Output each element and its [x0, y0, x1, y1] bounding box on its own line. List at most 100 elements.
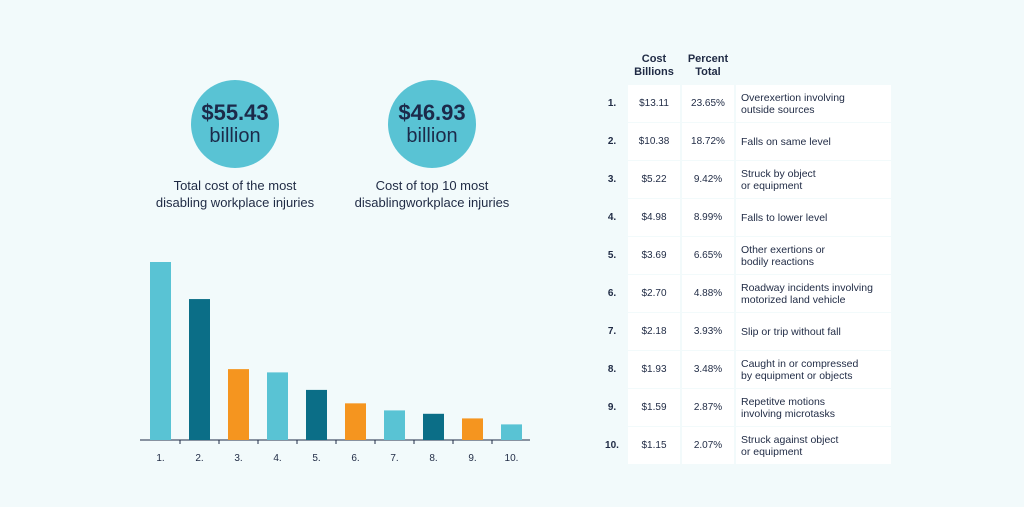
description-line: by equipment or objects [741, 369, 853, 382]
row-rank: 9. [598, 389, 626, 427]
row-percent: 8.99% [682, 199, 734, 237]
row-cost: $1.15 [628, 427, 680, 465]
row-cost: $5.22 [628, 161, 680, 199]
row-rank: 4. [598, 199, 626, 237]
x-tick-label: 5. [312, 453, 320, 464]
row-rank: 6. [598, 275, 626, 313]
row-rank: 1. [598, 85, 626, 123]
x-tick-label: 4. [273, 453, 281, 464]
row-percent: 4.88% [682, 275, 734, 313]
table-row: 8. $1.93 3.48% Caught in or compressed by eq… [598, 351, 891, 389]
description-line: involving microtasks [741, 407, 835, 420]
row-description: Other exertions or bodily reactions [736, 237, 891, 275]
description-line: Roadway incidents involving [741, 281, 873, 294]
caption-line: Total cost of the most [173, 178, 297, 193]
description-line: Falls on same level [741, 135, 831, 148]
description-line: Slip or trip without fall [741, 325, 841, 338]
x-tick-label: 8. [429, 453, 437, 464]
description-line: Caught in or compressed [741, 357, 859, 370]
header-cost-line: Billions [634, 66, 674, 78]
table-row: 3. $5.22 9.42% Struck by object or equipment [598, 161, 891, 199]
caption-line: disabling workplace injuries [155, 195, 315, 210]
table-row: 9. $1.59 2.87% Repetitve motions involving m… [598, 389, 891, 427]
header-percent: Percent Total [682, 40, 734, 85]
bar-10 [501, 424, 522, 440]
total-cost-unit: billion [209, 125, 261, 147]
table-row: 2. $10.38 18.72% Falls on same level [598, 123, 891, 161]
description-line: outside sources [741, 103, 815, 116]
row-description: Overexertion involving outside sources [736, 85, 891, 123]
row-cost: $1.59 [628, 389, 680, 427]
row-rank: 7. [598, 313, 626, 351]
x-tick-label: 2. [195, 453, 203, 464]
total-cost-circle: $55.43 billion [191, 80, 279, 168]
injury-cost-bar-chart: 1. 2. 3. 4. 5. 6. 7. 8. 9. 10. [140, 262, 530, 464]
description-line: Other exertions or [741, 243, 826, 256]
header-cost: Cost Billions [628, 40, 680, 85]
total-cost-amount: $55.43 [201, 100, 269, 125]
row-cost: $2.70 [628, 275, 680, 313]
table-row: 4. $4.98 8.99% Falls to lower level [598, 199, 891, 237]
header-cost-line: Cost [641, 53, 667, 65]
description-line: Struck against object [741, 433, 839, 446]
row-percent: 6.65% [682, 237, 734, 275]
bar-2 [189, 299, 210, 440]
row-cost: $4.98 [628, 199, 680, 237]
top10-cost-circle: $46.93 billion [388, 80, 476, 168]
row-percent: 18.72% [682, 123, 734, 161]
row-rank: 8. [598, 351, 626, 389]
injury-cost-table: Cost Billions Percent Total 1. $13.11 23.6… [596, 40, 893, 465]
row-percent: 23.65% [682, 85, 734, 123]
row-description: Caught in or compressed by equipment or o… [736, 351, 891, 389]
table-row: 5. $3.69 6.65% Other exertions or bodily rea… [598, 237, 891, 275]
row-cost: $1.93 [628, 351, 680, 389]
row-description: Falls to lower level [736, 199, 891, 237]
row-rank: 2. [598, 123, 626, 161]
row-cost: $2.18 [628, 313, 680, 351]
row-description: Slip or trip without fall [736, 313, 891, 351]
row-cost: $13.11 [628, 85, 680, 123]
top10-cost-caption: Cost of top 10 most disablingworkplace i… [332, 177, 532, 211]
x-tick-label: 9. [468, 453, 476, 464]
row-description: Struck against object or equipment [736, 427, 891, 465]
row-rank: 3. [598, 161, 626, 199]
bar-1 [150, 262, 171, 440]
bar-8 [423, 413, 444, 440]
description-line: Falls to lower level [741, 211, 828, 224]
table-row: 7. $2.18 3.93% Slip or trip without fall [598, 313, 891, 351]
description-line: Struck by object [741, 167, 816, 180]
row-description: Repetitve motions involving microtasks [736, 389, 891, 427]
top10-cost-stat: $46.93 billion Cost of top 10 most disab… [332, 80, 532, 211]
row-cost: $10.38 [628, 123, 680, 161]
description-line: Overexertion involving [741, 91, 845, 104]
bar-6 [345, 403, 366, 440]
row-percent: 9.42% [682, 161, 734, 199]
description-line: bodily reactions [741, 255, 814, 268]
row-percent: 2.87% [682, 389, 734, 427]
total-cost-caption: Total cost of the most disabling workpla… [135, 177, 335, 211]
description-line: motorized land vehicle [741, 293, 846, 306]
row-percent: 3.48% [682, 351, 734, 389]
row-percent: 2.07% [682, 427, 734, 465]
description-line: or equipment [741, 445, 803, 458]
table-row: 6. $2.70 4.88% Roadway incidents involving m… [598, 275, 891, 313]
row-percent: 3.93% [682, 313, 734, 351]
top10-cost-amount: $46.93 [398, 100, 466, 125]
bar-7 [384, 410, 405, 440]
description-line: or equipment [741, 179, 803, 192]
table-row: 1. $13.11 23.65% Overexertion involving outs… [598, 85, 891, 123]
caption-line: disablingworkplace injuries [354, 195, 510, 210]
top10-cost-unit: billion [406, 125, 458, 147]
x-tick-label: 6. [351, 453, 359, 464]
bar-4 [267, 372, 288, 440]
table-header-row: Cost Billions Percent Total [598, 40, 891, 85]
row-rank: 10. [598, 427, 626, 465]
x-tick-label: 10. [505, 453, 519, 464]
bar-9 [462, 418, 483, 440]
header-percent-line: Total [695, 66, 721, 78]
x-tick-label: 7. [390, 453, 398, 464]
row-description: Falls on same level [736, 123, 891, 161]
table-row: 10. $1.15 2.07% Struck against object or equ… [598, 427, 891, 465]
bar-5 [306, 389, 327, 440]
row-cost: $3.69 [628, 237, 680, 275]
